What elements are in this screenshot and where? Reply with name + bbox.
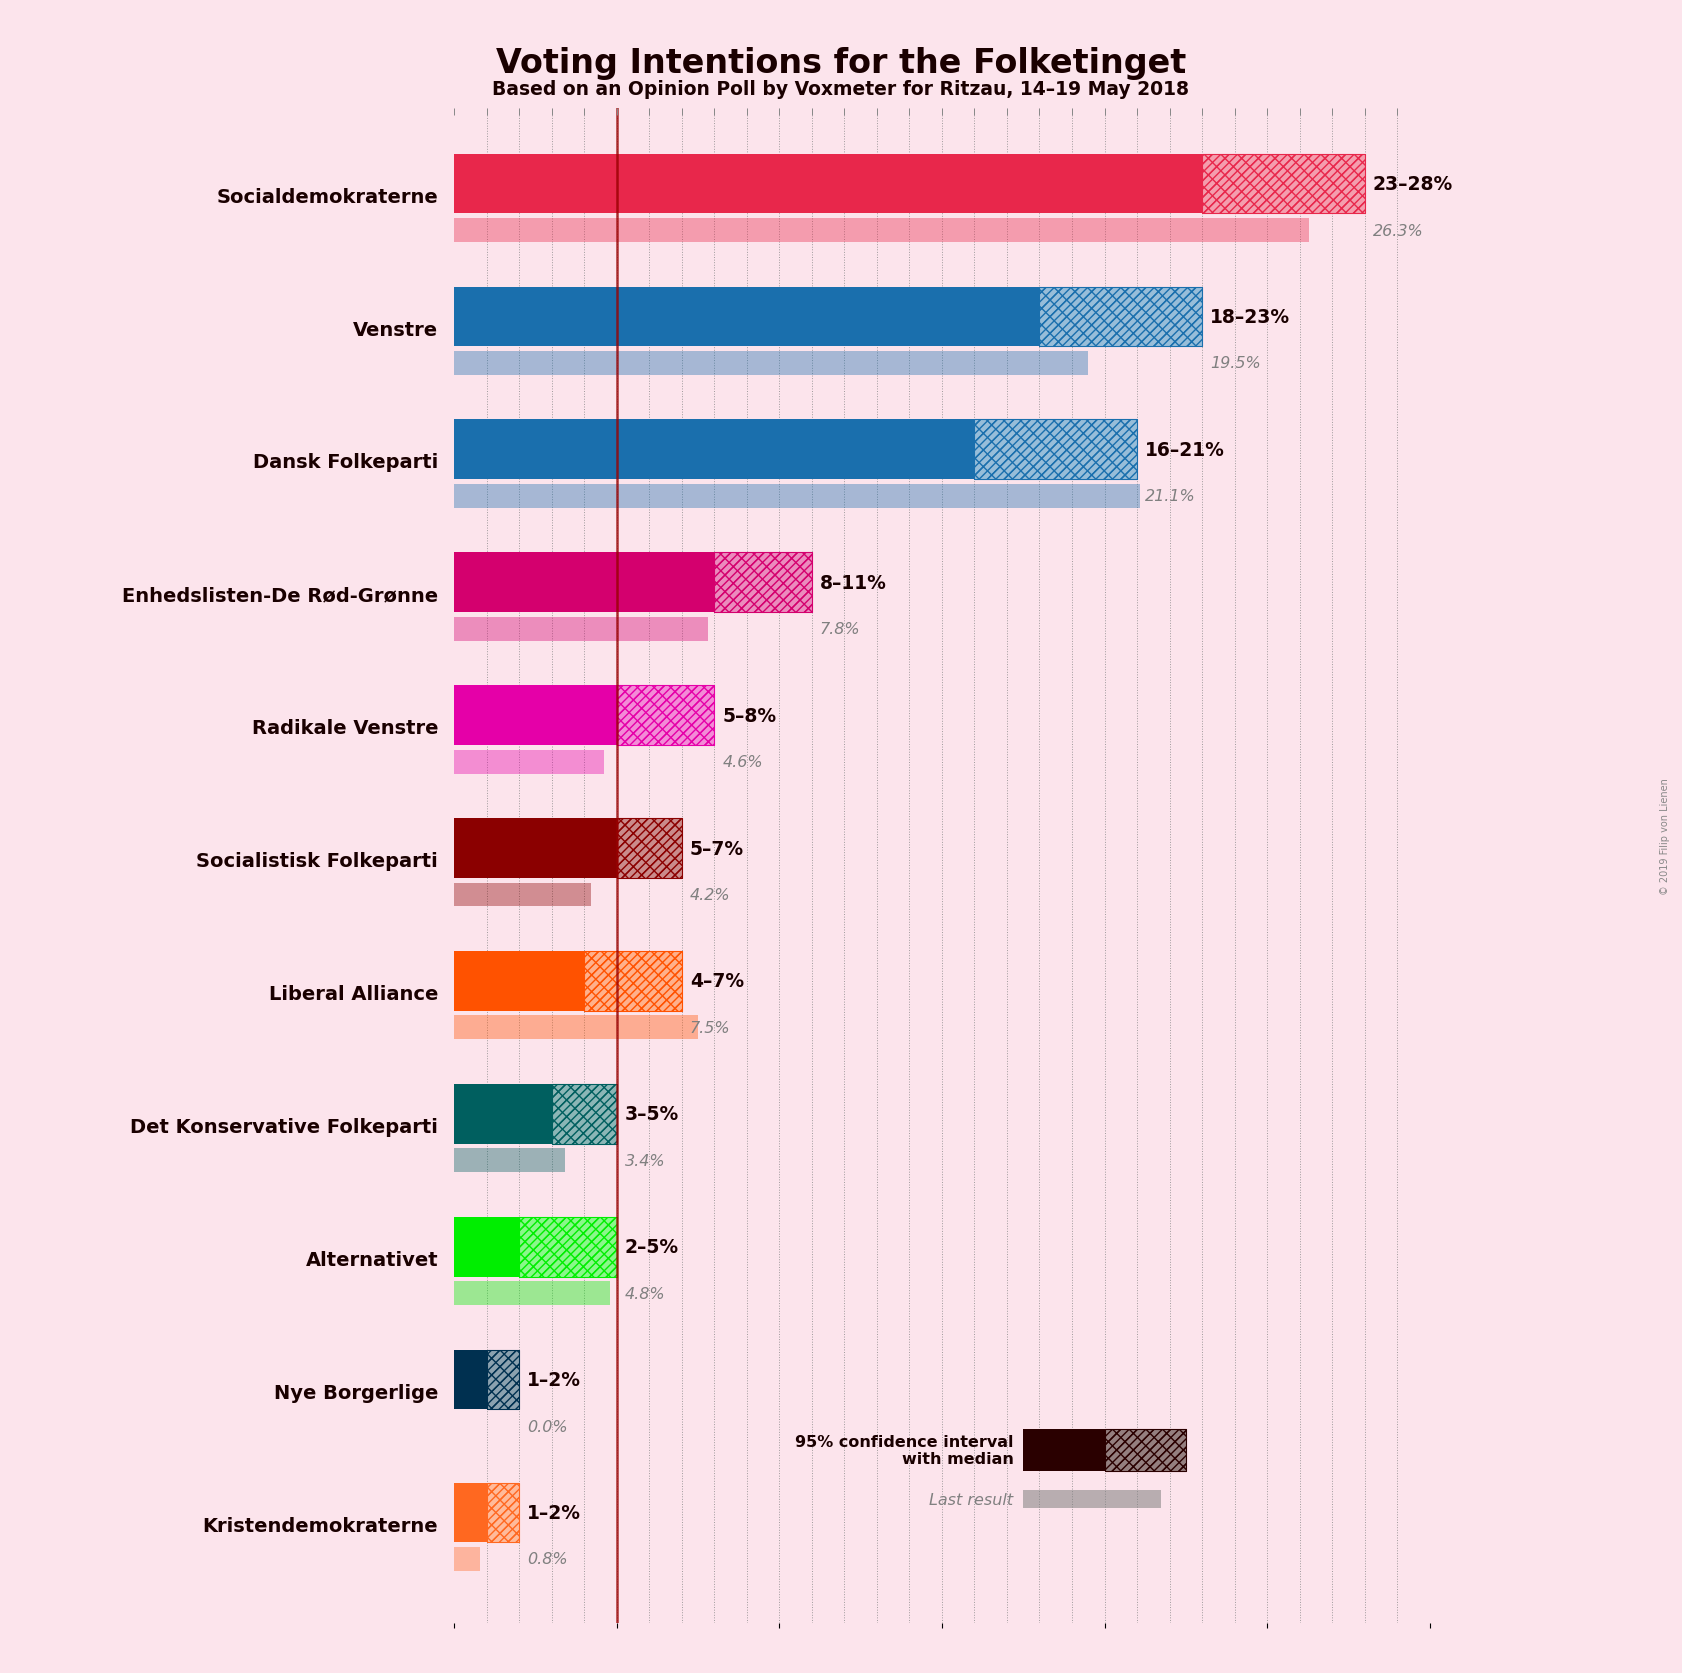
Bar [486, 1482, 520, 1543]
Bar [617, 686, 715, 746]
Bar [520, 1216, 617, 1276]
Bar [486, 1350, 520, 1410]
Bar [584, 952, 681, 1010]
Bar [454, 420, 974, 480]
Text: 3.4%: 3.4% [626, 1153, 666, 1168]
Text: Last result: Last result [930, 1492, 1014, 1507]
Text: Voting Intentions for the Folketinget: Voting Intentions for the Folketinget [496, 47, 1186, 80]
Bar [1203, 154, 1364, 214]
Bar [454, 288, 1039, 346]
Text: 5–8%: 5–8% [722, 706, 777, 724]
Bar [454, 1016, 698, 1039]
Bar [486, 1350, 520, 1410]
Bar [584, 952, 681, 1010]
Text: 26.3%: 26.3% [1373, 224, 1423, 239]
Bar [454, 1350, 486, 1410]
Bar [715, 554, 812, 612]
Text: 4.2%: 4.2% [690, 887, 730, 902]
Text: 3–5%: 3–5% [626, 1104, 680, 1124]
Bar [552, 1084, 617, 1144]
Bar [454, 1482, 486, 1543]
Bar [617, 686, 715, 746]
Bar [454, 952, 584, 1010]
Bar [1203, 154, 1364, 214]
Bar [520, 1216, 617, 1276]
Bar [617, 818, 681, 878]
Bar [486, 1350, 520, 1410]
Bar [584, 952, 681, 1010]
Bar [617, 686, 715, 746]
Bar [584, 952, 681, 1010]
Text: 95% confidence interval
with median: 95% confidence interval with median [796, 1434, 1014, 1466]
Bar [454, 351, 1088, 376]
Text: © 2019 Filip von Lienen: © 2019 Filip von Lienen [1660, 778, 1670, 895]
Text: 7.8%: 7.8% [819, 622, 861, 637]
Bar [1105, 1429, 1186, 1472]
Bar [454, 485, 1140, 509]
Bar [1023, 1429, 1105, 1472]
Bar [454, 1216, 520, 1276]
Text: 0.0%: 0.0% [528, 1419, 569, 1434]
Bar [454, 219, 1309, 243]
Bar [486, 1482, 520, 1543]
Bar [974, 420, 1137, 480]
Text: 7.5%: 7.5% [690, 1021, 730, 1036]
Bar [552, 1084, 617, 1144]
Text: 4–7%: 4–7% [690, 972, 743, 990]
Text: 18–23%: 18–23% [1209, 308, 1290, 326]
Text: 1–2%: 1–2% [528, 1370, 582, 1389]
Bar [454, 1548, 479, 1571]
Bar [486, 1350, 520, 1410]
Bar [454, 1149, 565, 1173]
Bar [974, 420, 1137, 480]
Bar [1039, 288, 1203, 346]
Bar [454, 617, 708, 641]
Bar [454, 1084, 552, 1144]
Bar [1105, 1429, 1186, 1472]
Bar [1039, 288, 1203, 346]
Bar [1039, 288, 1203, 346]
Bar [454, 750, 604, 775]
Bar [974, 420, 1137, 480]
Text: Based on an Opinion Poll by Voxmeter for Ritzau, 14–19 May 2018: Based on an Opinion Poll by Voxmeter for… [493, 80, 1189, 99]
Text: 1–2%: 1–2% [528, 1502, 582, 1522]
Text: 16–21%: 16–21% [1145, 440, 1224, 460]
Text: 23–28%: 23–28% [1373, 176, 1453, 194]
Bar [617, 818, 681, 878]
Bar [1105, 1429, 1186, 1472]
Bar [454, 554, 715, 612]
Bar [454, 154, 1203, 214]
Bar [617, 818, 681, 878]
Bar [715, 554, 812, 612]
Bar [715, 554, 812, 612]
Bar [1105, 1429, 1186, 1472]
Bar [974, 420, 1137, 480]
Bar [520, 1216, 617, 1276]
Bar [1203, 154, 1364, 214]
Bar [486, 1482, 520, 1543]
Text: 4.8%: 4.8% [626, 1287, 666, 1302]
Bar [486, 1482, 520, 1543]
Bar [520, 1216, 617, 1276]
Bar [454, 686, 617, 746]
Bar [1039, 288, 1203, 346]
Bar [454, 818, 617, 878]
Bar [617, 818, 681, 878]
Text: 5–7%: 5–7% [690, 840, 743, 858]
Bar [552, 1084, 617, 1144]
Bar [454, 883, 590, 907]
Bar [1023, 1491, 1161, 1509]
Bar [617, 686, 715, 746]
Text: 4.6%: 4.6% [722, 755, 764, 770]
Text: 2–5%: 2–5% [626, 1238, 680, 1256]
Bar [454, 1282, 611, 1305]
Bar [715, 554, 812, 612]
Text: 0.8%: 0.8% [528, 1551, 569, 1566]
Bar [1203, 154, 1364, 214]
Text: 8–11%: 8–11% [819, 574, 886, 592]
Text: 21.1%: 21.1% [1145, 489, 1196, 504]
Bar [552, 1084, 617, 1144]
Text: 19.5%: 19.5% [1209, 356, 1262, 371]
